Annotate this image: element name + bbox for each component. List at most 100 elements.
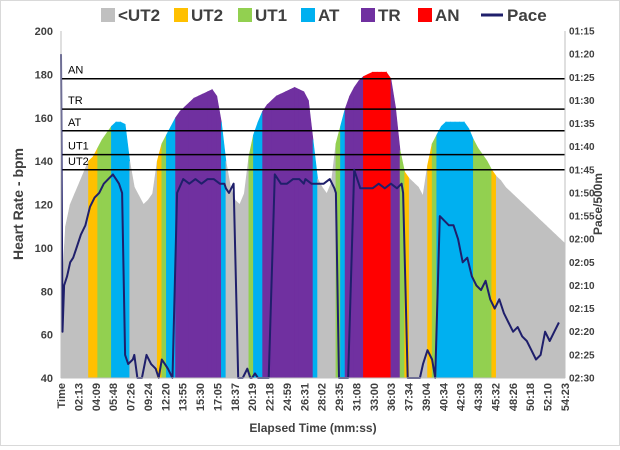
hr-zone-segment: [202, 91, 208, 379]
hr-zone-segment: [482, 153, 488, 379]
x-tick-label: Time: [56, 383, 68, 408]
hr-zone-segment: [262, 103, 268, 379]
hr-zone-segment: [317, 178, 323, 379]
hr-zone-segment: [386, 71, 392, 379]
hr-zone-segment: [413, 182, 419, 379]
hr-zone-segment: [495, 175, 502, 379]
axes: 40 60 80 100 120 140 160 180 200 01:15 01:20 01:25 0…: [35, 26, 595, 411]
hr-zone-segment: [514, 195, 520, 379]
hr-zone-segment: [285, 89, 291, 379]
legend-label: UT2: [191, 6, 223, 25]
x-tick-label: 31:08: [351, 383, 363, 411]
hr-zone-segment: [152, 161, 158, 379]
hr-zone-segment: [147, 192, 153, 379]
hr-zone-segment: [500, 179, 506, 379]
hr-zone-segment: [326, 182, 332, 379]
hr-zone-segment: [111, 121, 117, 379]
hr-zone-segment: [179, 106, 186, 379]
y2-tick-label: 01:15: [569, 27, 595, 38]
legend-swatch: [418, 8, 432, 22]
hr-zone-segment: [340, 108, 346, 379]
y2-axis-title: Pace/500m: [591, 173, 605, 235]
hr-zone-segment: [312, 139, 318, 379]
x-tick-label: 48:26: [508, 383, 520, 411]
threshold-label: TR: [68, 95, 83, 107]
legend-label: UT1: [255, 6, 287, 25]
x-tick-label: 02:13: [73, 383, 85, 411]
legend-label: AT: [318, 6, 340, 25]
y2-tick-label: 02:05: [569, 258, 595, 269]
hr-zone-segment: [468, 128, 474, 379]
hr-zone-segment: [161, 134, 167, 379]
hr-zone-segment: [353, 79, 360, 379]
hr-zone-segment: [418, 187, 424, 379]
hr-zone-segment: [486, 160, 492, 379]
hr-zone-segment: [257, 111, 263, 379]
y2-tick-label: 02:00: [569, 235, 595, 246]
y-tick-label: 120: [35, 200, 53, 212]
x-tick-label: 17:05: [212, 383, 224, 411]
y-tick-label: 40: [41, 373, 53, 385]
legend-swatch: [174, 8, 188, 22]
y2-tick-label: 01:30: [569, 96, 595, 107]
hr-zone-segment: [523, 203, 529, 379]
zone-areas: [60, 71, 566, 379]
hr-zone-segment: [216, 96, 222, 379]
threshold-label: AN: [68, 65, 83, 77]
hr-zone-segment: [198, 93, 204, 379]
hr-zone-segment: [92, 147, 98, 379]
hr-zone-segment: [225, 161, 231, 379]
hr-zone-segment: [298, 89, 305, 379]
legend-swatch: [101, 8, 115, 22]
x-tick-label: 24:59: [282, 383, 294, 411]
y2-tick-label: 01:40: [569, 142, 595, 153]
hr-zone-segment: [88, 156, 94, 379]
hr-zone-segment: [193, 95, 199, 379]
legend: <UT2 UT2 UT1 AT TR AN Pace: [101, 6, 547, 25]
y-tick-label: 200: [35, 26, 53, 38]
hr-zone-segment: [248, 135, 254, 379]
hr-zone-segment: [303, 91, 309, 379]
hr-zone-segment: [124, 124, 131, 379]
legend-label: Pace: [507, 6, 547, 25]
x-tick-label: 13:55: [178, 383, 190, 411]
y-tick-label: 80: [41, 286, 53, 298]
y2-tick-label: 02:30: [569, 374, 595, 385]
hr-zone-segment: [321, 186, 328, 379]
x-tick-label: 07:26: [126, 383, 138, 411]
hr-zone-segment: [509, 190, 515, 379]
x-axis-title: Elapsed Time (mm:ss): [249, 421, 376, 435]
y-tick-label: 160: [35, 113, 53, 125]
threshold-label: AT: [68, 117, 82, 129]
hr-zone-segment: [65, 204, 71, 379]
hr-zone-segment: [450, 121, 456, 379]
y-tick-label: 180: [35, 69, 53, 81]
x-tick-label: 05:48: [108, 383, 120, 411]
threshold-label: UT1: [68, 141, 89, 153]
threshold-label: UT2: [68, 156, 89, 168]
hr-zone-segment: [207, 89, 213, 379]
x-tick-label: 09:24: [143, 382, 155, 411]
hr-zone-segment: [308, 100, 314, 379]
hr-zone-segment: [239, 193, 245, 379]
hr-zone-segment: [560, 238, 566, 379]
y2-tick-label: 01:55: [569, 212, 595, 223]
zone-threshold-lines: AN TR AT UT1 UT2: [61, 65, 565, 171]
x-tick-label: 43:38: [473, 383, 485, 411]
hr-zone-segment: [363, 73, 369, 379]
hr-zone-segment: [331, 143, 337, 379]
legend-swatch: [238, 8, 252, 22]
hr-zone-segment: [134, 187, 140, 379]
x-tick-label: 26:31: [299, 383, 311, 411]
pace-line-layer: [60, 54, 560, 379]
hr-zone-segment: [211, 88, 218, 379]
y2-tick-label: 02:10: [569, 281, 595, 292]
x-tick-label: 42:03: [456, 383, 468, 411]
hr-zone-segment: [97, 139, 103, 379]
x-tick-label: 29:35: [334, 383, 346, 411]
y-tick-label: 100: [35, 243, 53, 255]
y2-tick-label: 01:50: [569, 188, 595, 199]
y2-tick-label: 01:25: [569, 73, 595, 84]
x-tick-label: 04:09: [91, 383, 103, 411]
